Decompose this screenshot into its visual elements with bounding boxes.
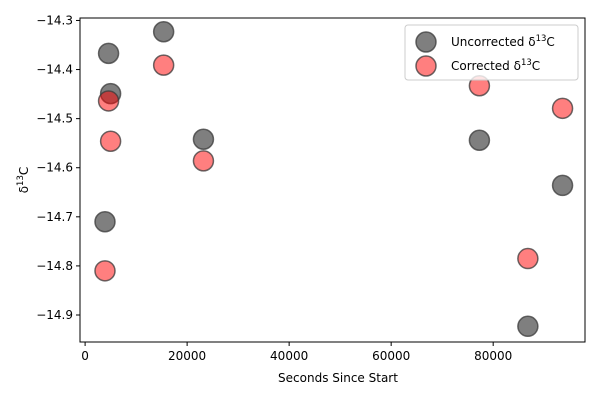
y-tick-label-3: −14.6 [36, 161, 73, 175]
legend-label-corrected: Corrected δ13C [451, 58, 540, 73]
x-axis-label: Seconds Since Start [278, 371, 398, 385]
point-series-0-4 [192, 128, 215, 150]
x-tick-label-2: 40000 [270, 349, 308, 363]
legend-label-uncorrected: Uncorrected δ13C [451, 34, 555, 49]
point-series-0-0 [94, 210, 116, 233]
y-axis: −14.9 −14.8 −14.7 −14.6 −14.5 −14.4 −14.3 [36, 13, 80, 322]
point-series-1-3 [152, 54, 175, 76]
point-series-0-6 [517, 315, 539, 338]
legend: Uncorrected δ13C Corrected δ13C [404, 24, 579, 81]
y-tick-label-2: −14.7 [36, 210, 73, 224]
x-tick-label-1: 20000 [168, 349, 206, 363]
point-series-0-3 [152, 21, 175, 43]
point-series-0-1 [97, 42, 120, 65]
legend-box [404, 24, 579, 81]
y-axis-label-sup: 13 [16, 175, 26, 186]
point-series-1-4 [192, 150, 215, 172]
legend-label-uncorrected-sup: 13 [536, 34, 547, 44]
legend-label-corrected-sup: 13 [521, 58, 532, 68]
y-tick-label-1: −14.8 [36, 259, 73, 273]
x-tick-label-4: 80000 [474, 349, 512, 363]
y-tick-label-6: −14.3 [36, 13, 73, 27]
point-series-1-0 [94, 260, 116, 282]
y-tick-label-5: −14.4 [36, 63, 73, 77]
point-series-1-2 [99, 130, 122, 152]
y-axis-label-base: δ [17, 186, 31, 193]
legend-label-uncorrected-base: Uncorrected δ [451, 35, 536, 49]
plot-frame [79, 17, 586, 343]
x-tick-label-0: 0 [81, 349, 89, 363]
point-series-1-7 [551, 97, 574, 120]
point-series-1-1 [97, 90, 120, 112]
x-tick-label-3: 60000 [372, 349, 410, 363]
y-tick-label-0: −14.9 [36, 308, 73, 322]
x-axis: 0 20000 40000 60000 80000 [81, 342, 512, 363]
legend-label-corrected-tail: C [532, 59, 540, 73]
point-series-0-5 [468, 129, 491, 151]
point-series-0-7 [551, 174, 574, 197]
legend-marker-corrected [415, 55, 437, 77]
legend-label-corrected-base: Corrected δ [451, 59, 521, 73]
y-tick-label-4: −14.5 [36, 112, 73, 126]
y-axis-label-tail: C [17, 167, 31, 175]
point-series-1-6 [517, 247, 539, 270]
legend-marker-uncorrected [415, 31, 437, 53]
points-layer [94, 21, 574, 338]
legend-label-uncorrected-tail: C [546, 35, 554, 49]
y-axis-label: δ13C [16, 167, 31, 194]
